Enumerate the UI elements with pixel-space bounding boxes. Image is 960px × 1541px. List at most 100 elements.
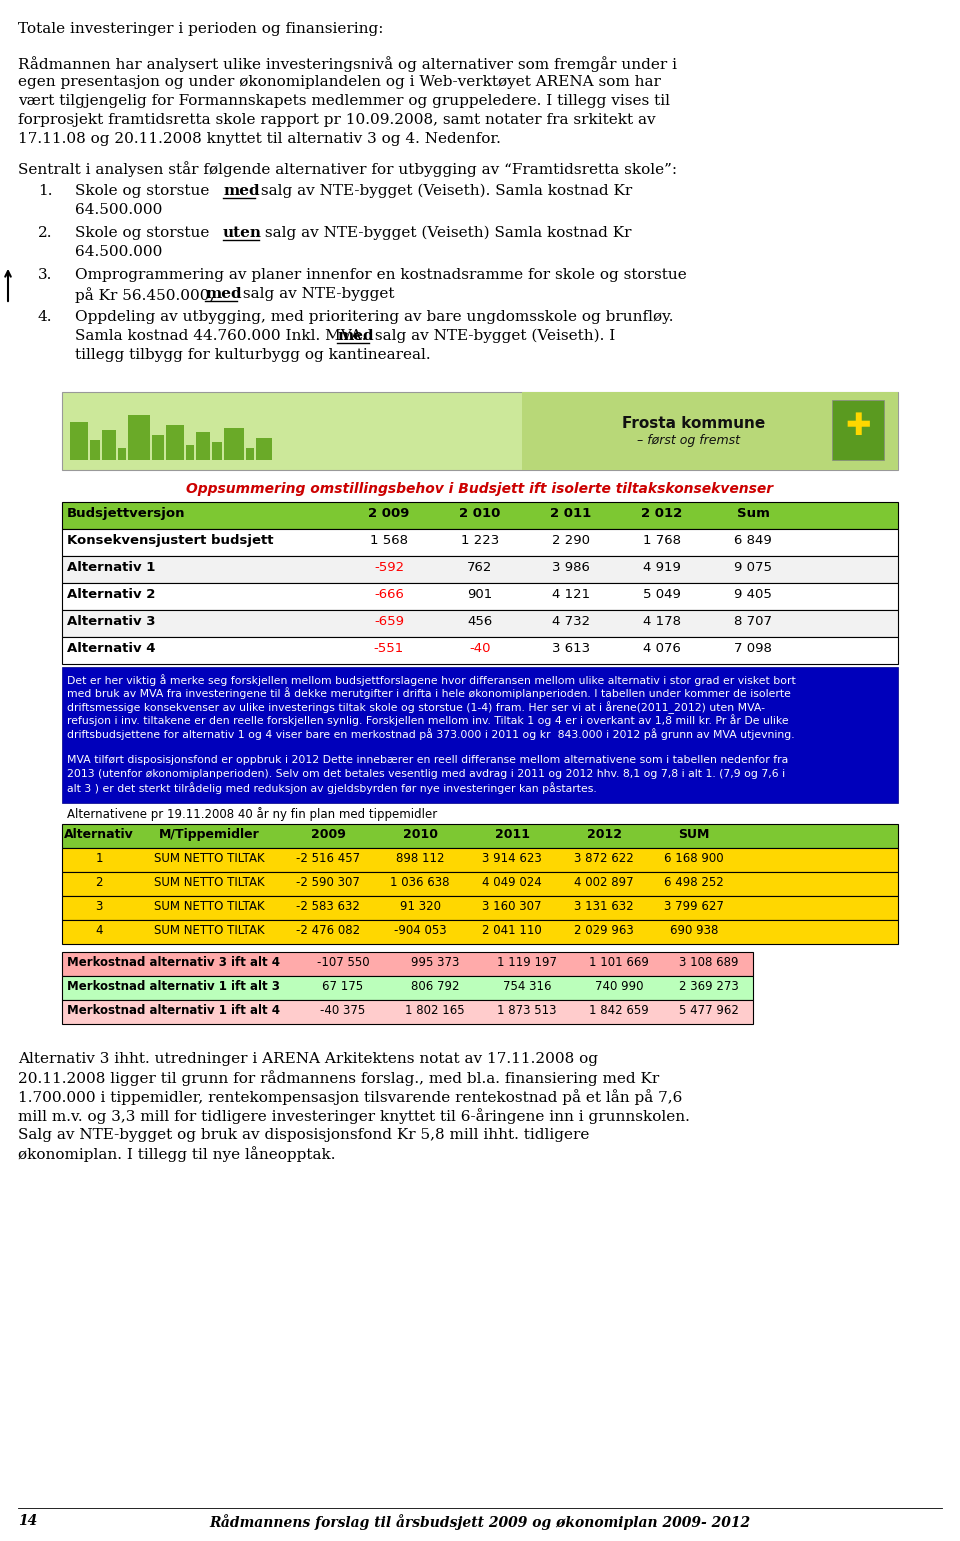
Text: 2 290: 2 290: [552, 535, 590, 547]
Text: -2 476 082: -2 476 082: [296, 923, 360, 937]
Text: forprosjekt framtidsretta skole rapport pr 10.09.2008, samt notater fra srkitekt: forprosjekt framtidsretta skole rapport …: [18, 112, 656, 126]
Bar: [62, 895, 898, 920]
Text: 1 568: 1 568: [370, 535, 408, 547]
Text: Rådmannen har analysert ulike investeringsnivå og alternativer som fremgår under: Rådmannen har analysert ulike investerin…: [18, 55, 677, 72]
Text: Konsekvensjustert budsjett: Konsekvensjustert budsjett: [67, 535, 274, 547]
Text: 1 842 659: 1 842 659: [589, 1003, 649, 1017]
Bar: [166, 425, 184, 461]
Bar: [62, 502, 898, 529]
Text: 1 802 165: 1 802 165: [405, 1003, 465, 1017]
Text: 5 049: 5 049: [643, 589, 681, 601]
Text: 91 320: 91 320: [399, 900, 441, 912]
Text: salg av NTE-bygget: salg av NTE-bygget: [238, 287, 395, 300]
Bar: [196, 431, 210, 461]
Text: 5 477 962: 5 477 962: [679, 1003, 739, 1017]
Text: 6 849: 6 849: [734, 535, 772, 547]
Text: 1 036 638: 1 036 638: [391, 875, 449, 889]
Text: 995 373: 995 373: [411, 955, 459, 968]
Text: -107 550: -107 550: [317, 955, 370, 968]
Text: Alternativ 1: Alternativ 1: [67, 561, 156, 573]
Text: 2011: 2011: [494, 828, 530, 840]
Text: salg av NTE-bygget (Veiseth). Samla kostnad Kr: salg av NTE-bygget (Veiseth). Samla kost…: [256, 183, 633, 199]
Text: 4 049 024: 4 049 024: [482, 875, 541, 889]
Text: Oppdeling av utbygging, med prioritering av bare ungdomsskole og brunfløy.: Oppdeling av utbygging, med prioritering…: [75, 310, 674, 324]
Bar: [90, 441, 100, 461]
Text: 1 768: 1 768: [643, 535, 681, 547]
Text: 67 175: 67 175: [323, 980, 364, 992]
Text: 8 707: 8 707: [734, 615, 772, 629]
Text: mill m.v. og 3,3 mill for tidligere investeringer knyttet til 6-åringene inn i g: mill m.v. og 3,3 mill for tidligere inve…: [18, 1108, 690, 1125]
Bar: [118, 448, 126, 461]
Text: -666: -666: [374, 589, 404, 601]
Bar: [62, 529, 898, 556]
Text: 4 732: 4 732: [552, 615, 590, 629]
Text: -551: -551: [373, 643, 404, 655]
Text: -2 516 457: -2 516 457: [296, 852, 360, 865]
Text: 3 613: 3 613: [552, 643, 590, 655]
Text: økonomiplan. I tillegg til nye låneopptak.: økonomiplan. I tillegg til nye låneoppta…: [18, 1147, 335, 1162]
Text: 740 990: 740 990: [595, 980, 643, 992]
Text: Alternativ: Alternativ: [64, 828, 133, 840]
Text: tillegg tilbygg for kulturbygg og kantineareal.: tillegg tilbygg for kulturbygg og kantin…: [75, 348, 431, 362]
Text: 4 121: 4 121: [552, 589, 590, 601]
Text: 9 075: 9 075: [734, 561, 772, 573]
Text: Alternativ 3 ihht. utredninger i ARENA Arkitektens notat av 17.11.2008 og: Alternativ 3 ihht. utredninger i ARENA A…: [18, 1051, 598, 1065]
Text: Alternativ 2: Alternativ 2: [67, 589, 156, 601]
Text: vært tilgjengelig for Formannskapets medlemmer og gruppeledere. I tillegg vises : vært tilgjengelig for Formannskapets med…: [18, 94, 670, 108]
Text: 17.11.08 og 20.11.2008 knyttet til alternativ 3 og 4. Nedenfor.: 17.11.08 og 20.11.2008 knyttet til alter…: [18, 133, 501, 146]
Bar: [62, 975, 753, 1000]
Text: 3 799 627: 3 799 627: [664, 900, 724, 912]
Text: 1.700.000 i tippemidler, rentekompensasjon tilsvarende rentekostnad på et lån på: 1.700.000 i tippemidler, rentekompensasj…: [18, 1089, 683, 1105]
Text: med: med: [223, 183, 259, 197]
Text: salg av NTE-bygget (Veiseth). I: salg av NTE-bygget (Veiseth). I: [370, 328, 615, 344]
Text: MVA tilført disposisjonsfond er oppbruk i 2012 Dette innebærer en reell differan: MVA tilført disposisjonsfond er oppbruk …: [67, 755, 788, 764]
Text: -2 583 632: -2 583 632: [296, 900, 360, 912]
Text: alt 3 ) er det sterkt tilrådelig med reduksjon av gjeldsbyrden før nye investeri: alt 3 ) er det sterkt tilrådelig med red…: [67, 781, 597, 794]
Text: 3 131 632: 3 131 632: [574, 900, 634, 912]
Text: 9 405: 9 405: [734, 589, 772, 601]
Text: 3 160 307: 3 160 307: [482, 900, 541, 912]
Text: Oppsummering omstillingsbehov i Budsjett ift isolerte tiltakskonsekvenser: Oppsummering omstillingsbehov i Budsjett…: [186, 482, 774, 496]
Bar: [128, 415, 150, 461]
Text: Alternativene pr 19.11.2008 40 år ny fin plan med tippemidler: Alternativene pr 19.11.2008 40 år ny fin…: [67, 807, 437, 821]
Text: 14: 14: [18, 1513, 37, 1529]
Text: 898 112: 898 112: [396, 852, 444, 865]
Text: 456: 456: [468, 615, 492, 629]
Text: Merkostnad alternativ 1 ift alt 4: Merkostnad alternativ 1 ift alt 4: [67, 1003, 280, 1017]
Text: 1.: 1.: [38, 183, 53, 197]
Text: 64.500.000: 64.500.000: [75, 245, 162, 259]
Text: 3 108 689: 3 108 689: [680, 955, 739, 968]
Text: på Kr 56.450.000,: på Kr 56.450.000,: [75, 287, 219, 304]
Text: -2 590 307: -2 590 307: [296, 875, 360, 889]
Text: 2 010: 2 010: [459, 507, 501, 519]
Text: med: med: [205, 287, 242, 300]
Text: 2 029 963: 2 029 963: [574, 923, 634, 937]
Text: SUM NETTO TILTAK: SUM NETTO TILTAK: [154, 852, 264, 865]
Text: -904 053: -904 053: [394, 923, 446, 937]
Bar: [256, 438, 272, 461]
Text: 2012: 2012: [587, 828, 621, 840]
Text: Totale investeringer i perioden og finansiering:: Totale investeringer i perioden og finan…: [18, 22, 383, 35]
Text: Budsjettversjon: Budsjettversjon: [67, 507, 185, 519]
Text: -40: -40: [469, 643, 491, 655]
Text: Frosta kommune: Frosta kommune: [622, 416, 765, 431]
Text: 2 041 110: 2 041 110: [482, 923, 541, 937]
Text: 3 914 623: 3 914 623: [482, 852, 541, 865]
Bar: [62, 1000, 753, 1023]
Text: 2013 (utenfor økonomiplanperioden). Selv om det betales vesentlig med avdrag i 2: 2013 (utenfor økonomiplanperioden). Selv…: [67, 769, 785, 778]
Text: 4 919: 4 919: [643, 561, 681, 573]
Text: 6 168 900: 6 168 900: [664, 852, 724, 865]
Text: 4 076: 4 076: [643, 643, 681, 655]
Bar: [62, 848, 898, 872]
Text: 4.: 4.: [38, 310, 53, 324]
Text: 2 012: 2 012: [641, 507, 683, 519]
Text: uten: uten: [223, 227, 262, 240]
Text: 4 002 897: 4 002 897: [574, 875, 634, 889]
Text: -592: -592: [374, 561, 404, 573]
Text: Samla kostnad 44.760.000 Inkl. MVA.: Samla kostnad 44.760.000 Inkl. MVA.: [75, 328, 372, 344]
Text: salg av NTE-bygget (Veiseth) Samla kostnad Kr: salg av NTE-bygget (Veiseth) Samla kostn…: [260, 227, 632, 240]
Text: 806 792: 806 792: [411, 980, 459, 992]
Text: med bruk av MVA fra investeringene til å dekke merutgifter i drifta i hele økono: med bruk av MVA fra investeringene til å…: [67, 687, 791, 700]
Text: refusjon i inv. tiltakene er den reelle forskjellen synlig. Forskjellen mellom i: refusjon i inv. tiltakene er den reelle …: [67, 715, 788, 726]
Text: -40 375: -40 375: [321, 1003, 366, 1017]
